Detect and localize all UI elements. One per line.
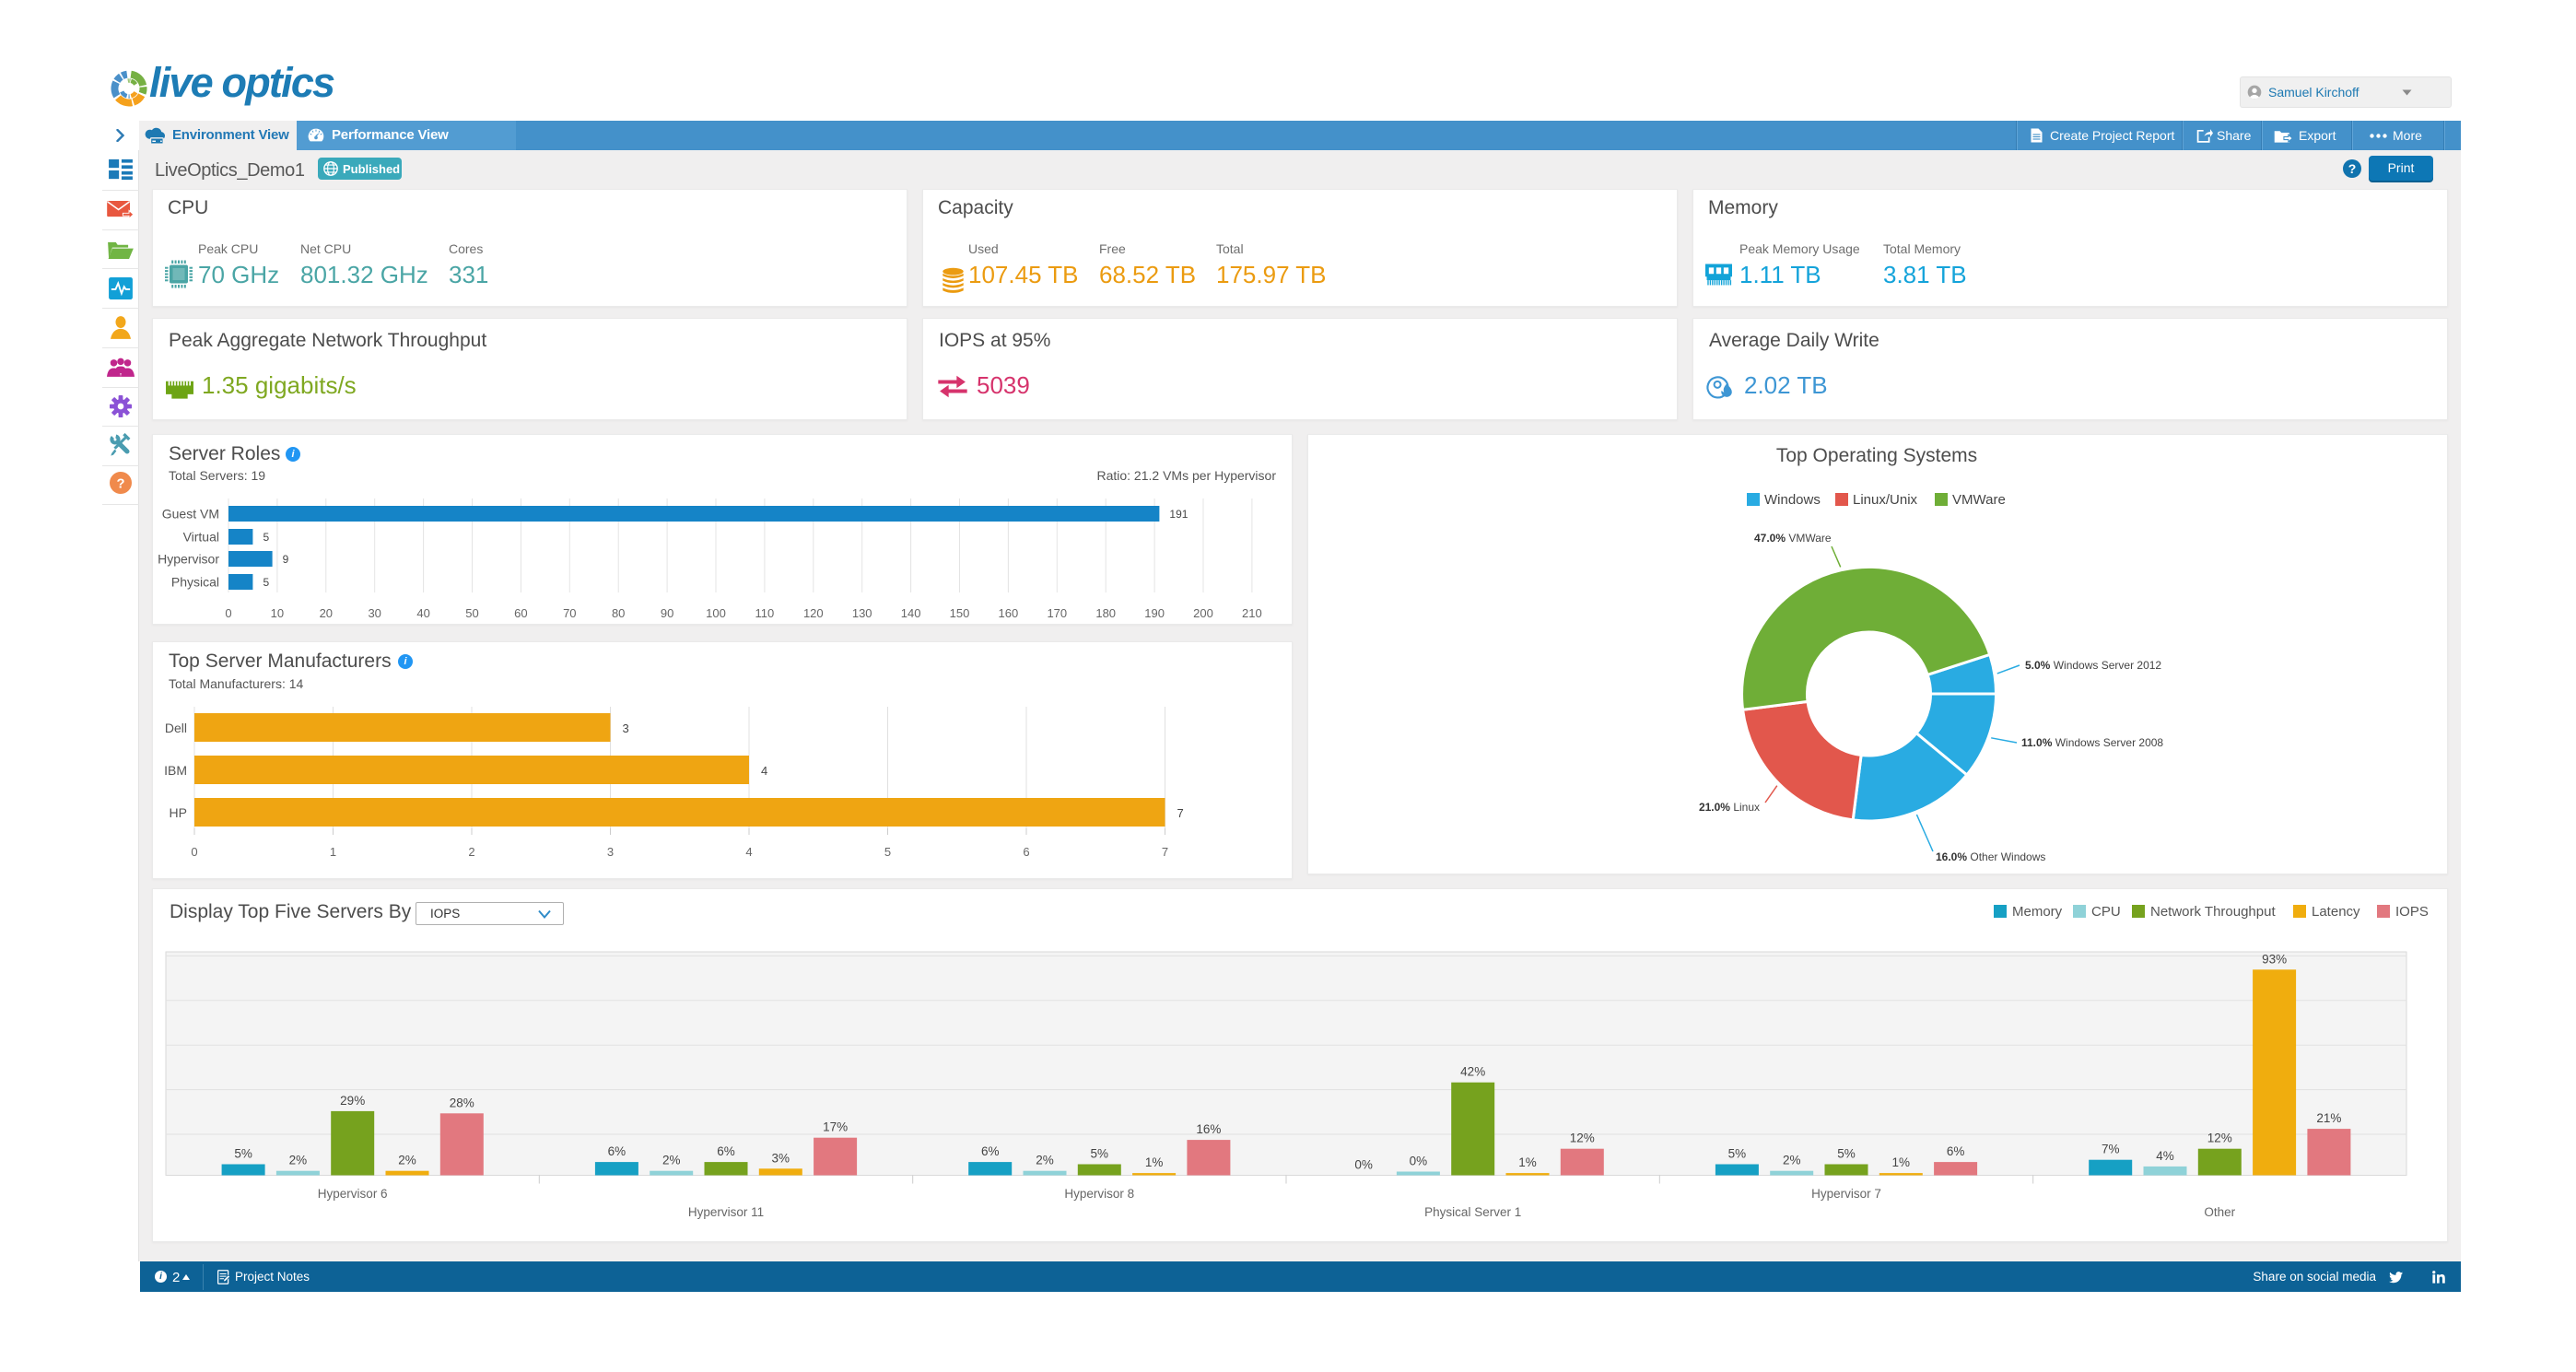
- svg-text:Physical Server 1: Physical Server 1: [1424, 1205, 1521, 1219]
- svg-text:70: 70: [563, 606, 576, 620]
- svg-text:1: 1: [330, 845, 336, 859]
- svg-text:140: 140: [901, 606, 921, 620]
- svg-text:5: 5: [263, 576, 270, 589]
- svg-text:6%: 6%: [1947, 1144, 1965, 1158]
- svg-text:17%: 17%: [823, 1120, 848, 1134]
- svg-text:Hypervisor 7: Hypervisor 7: [1811, 1187, 1881, 1201]
- svg-text:Hypervisor 8: Hypervisor 8: [1064, 1187, 1134, 1201]
- svg-text:0: 0: [225, 606, 231, 620]
- svg-text:2%: 2%: [289, 1154, 308, 1167]
- svg-text:1%: 1%: [1518, 1155, 1537, 1169]
- svg-text:Physical: Physical: [171, 575, 219, 590]
- svg-text:110: 110: [755, 606, 775, 620]
- svg-text:5%: 5%: [1728, 1147, 1747, 1161]
- svg-text:28%: 28%: [450, 1096, 474, 1109]
- svg-text:93%: 93%: [2262, 952, 2287, 966]
- svg-text:3: 3: [607, 845, 614, 859]
- svg-text:20: 20: [320, 606, 333, 620]
- svg-text:0%: 0%: [1410, 1155, 1428, 1168]
- svg-text:30: 30: [368, 606, 381, 620]
- svg-text:2%: 2%: [398, 1154, 416, 1167]
- svg-text:200: 200: [1193, 606, 1213, 620]
- svg-text:60: 60: [514, 606, 527, 620]
- svg-text:21%: 21%: [2316, 1111, 2341, 1125]
- svg-text:1%: 1%: [1892, 1155, 1911, 1169]
- svg-text:Virtual: Virtual: [183, 530, 219, 545]
- svg-text:160: 160: [999, 606, 1019, 620]
- svg-text:210: 210: [1242, 606, 1262, 620]
- svg-text:40: 40: [416, 606, 429, 620]
- svg-text:100: 100: [706, 606, 726, 620]
- svg-text:5%: 5%: [234, 1147, 252, 1161]
- svg-text:2%: 2%: [1783, 1154, 1801, 1167]
- svg-text:130: 130: [852, 606, 872, 620]
- svg-text:29%: 29%: [340, 1094, 365, 1108]
- svg-text:12%: 12%: [1570, 1132, 1595, 1145]
- svg-text:6%: 6%: [717, 1144, 735, 1158]
- svg-text:191: 191: [1169, 508, 1188, 521]
- svg-text:0: 0: [191, 845, 197, 859]
- svg-text:HP: HP: [170, 805, 187, 820]
- svg-text:10: 10: [271, 606, 284, 620]
- svg-text:16%: 16%: [1196, 1122, 1221, 1136]
- svg-text:Other: Other: [2204, 1205, 2235, 1219]
- svg-text:12%: 12%: [2207, 1132, 2232, 1145]
- svg-text:7%: 7%: [2102, 1143, 2120, 1156]
- svg-text:Hypervisor 11: Hypervisor 11: [688, 1205, 764, 1219]
- svg-text:2%: 2%: [1036, 1154, 1054, 1167]
- svg-text:5: 5: [884, 845, 891, 859]
- svg-text:2%: 2%: [662, 1154, 681, 1167]
- svg-text:180: 180: [1095, 606, 1116, 620]
- svg-text:4: 4: [745, 845, 752, 859]
- svg-text:170: 170: [1047, 606, 1067, 620]
- svg-text:50: 50: [465, 606, 478, 620]
- svg-text:42%: 42%: [1460, 1065, 1485, 1079]
- svg-text:IBM: IBM: [164, 763, 187, 778]
- svg-text:3%: 3%: [772, 1151, 790, 1165]
- svg-text:80: 80: [612, 606, 625, 620]
- svg-text:Hypervisor 6: Hypervisor 6: [318, 1187, 388, 1201]
- svg-text:6%: 6%: [608, 1144, 626, 1158]
- svg-text:5: 5: [263, 531, 270, 544]
- svg-text:4%: 4%: [2156, 1149, 2174, 1163]
- svg-text:190: 190: [1144, 606, 1165, 620]
- svg-text:9: 9: [283, 553, 289, 566]
- svg-text:5%: 5%: [1091, 1147, 1109, 1161]
- svg-text:7: 7: [1162, 845, 1168, 859]
- svg-text:0%: 0%: [1354, 1158, 1373, 1172]
- svg-text:?: ?: [116, 477, 124, 492]
- svg-text:6%: 6%: [981, 1144, 1000, 1158]
- svg-text:6: 6: [1023, 845, 1029, 859]
- svg-text:90: 90: [661, 606, 673, 620]
- svg-text:3: 3: [623, 721, 629, 735]
- svg-text:7: 7: [1177, 806, 1184, 820]
- svg-text:1%: 1%: [1145, 1155, 1164, 1169]
- svg-text:Dell: Dell: [165, 721, 187, 735]
- svg-text:5%: 5%: [1837, 1147, 1856, 1161]
- svg-text:150: 150: [950, 606, 970, 620]
- svg-text:Guest VM: Guest VM: [162, 507, 219, 522]
- svg-text:Hypervisor: Hypervisor: [158, 552, 219, 567]
- svg-text:120: 120: [803, 606, 824, 620]
- svg-text:4: 4: [761, 764, 767, 778]
- svg-text:2: 2: [468, 845, 474, 859]
